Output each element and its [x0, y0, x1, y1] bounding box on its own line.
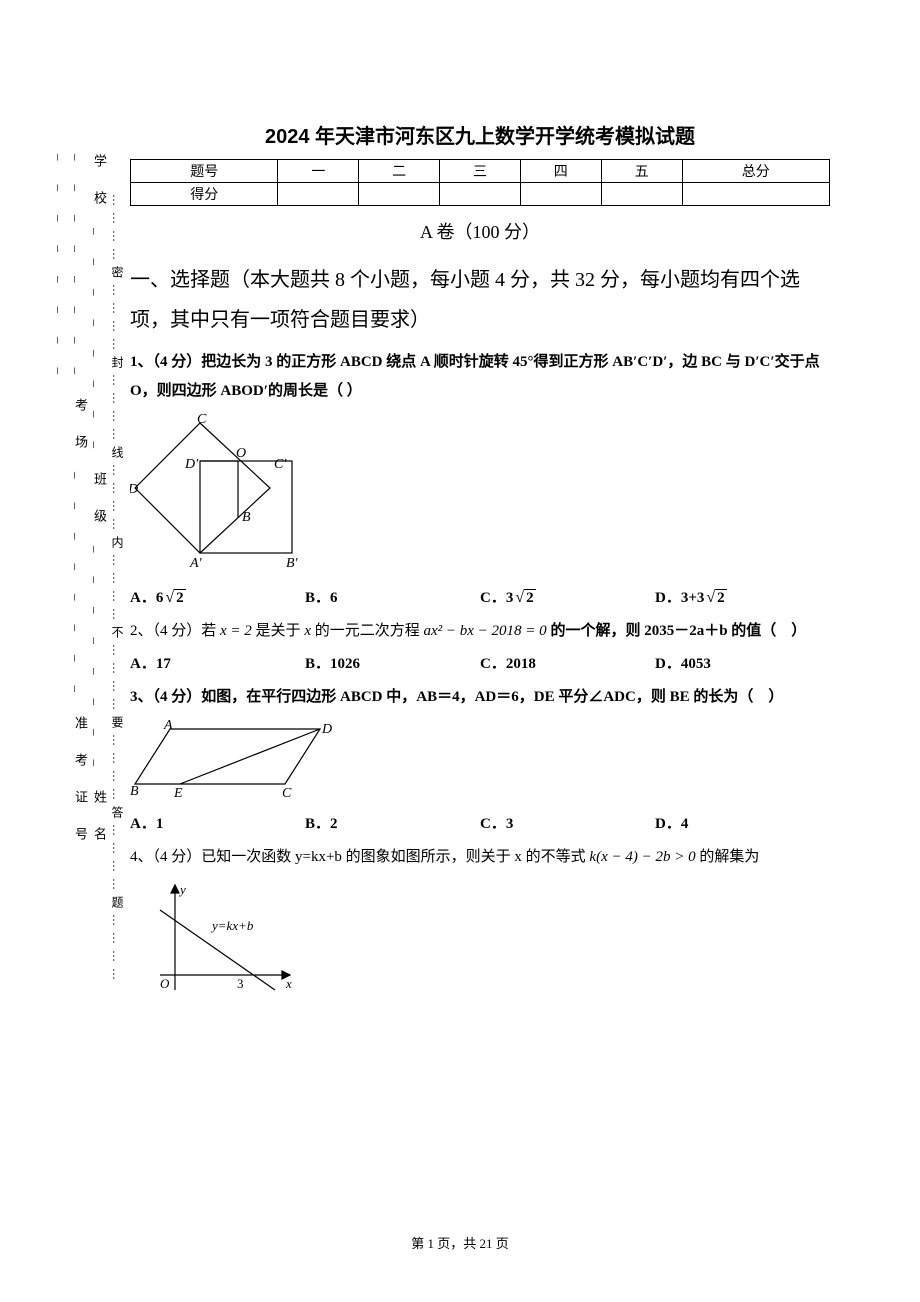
paper-section-label: A 卷（100 分） — [130, 218, 830, 244]
option-b: B．1026 — [305, 652, 480, 673]
score-blank-cell — [440, 183, 521, 206]
score-header-cell: 总分 — [682, 160, 829, 183]
score-row-label: 得分 — [131, 183, 278, 206]
question-4: 4、（4 分）已知一次函数 y=kx+b 的图象如图所示，则关于 x 的不等式 … — [130, 843, 830, 872]
fig-label: A — [163, 719, 173, 733]
fig-label: D — [321, 722, 332, 737]
score-header-cell: 三 — [440, 160, 521, 183]
option-c: C．32 — [480, 586, 655, 607]
fig-label: O — [236, 446, 246, 461]
fig-label: E — [173, 786, 183, 799]
question-1-figure: C D D′ O C′ B A′ B′ — [130, 413, 830, 578]
question-3-figure: A D B E C — [130, 719, 830, 804]
fig-label: x — [285, 976, 292, 991]
score-blank-cell — [520, 183, 601, 206]
option-d: D．4 — [655, 812, 830, 833]
exam-title: 2024 年天津市河东区九上数学开学统考模拟试题 — [130, 120, 830, 149]
score-blank-cell — [682, 183, 829, 206]
question-3: 3、（4 分）如图，在平行四边形 ABCD 中，AB＝4，AD＝6，DE 平分∠… — [130, 683, 830, 712]
sidebar-seal-line: …………密…………封…………线…………内…………不…………要…………答…………题… — [109, 150, 126, 990]
sidebar-student-fields: 学校________班级________姓名________考场________… — [55, 150, 109, 990]
option-a: A．17 — [130, 652, 305, 673]
score-blank-cell — [359, 183, 440, 206]
question-1-options: A．62 B．6 C．32 D．3+32 — [130, 586, 830, 607]
score-header-cell: 一 — [278, 160, 359, 183]
score-blank-cell — [601, 183, 682, 206]
option-d: D．3+32 — [655, 586, 830, 607]
fig-label: B′ — [286, 556, 299, 571]
question-1: 1、（4 分）把边长为 3 的正方形 ABCD 绕点 A 顺时针旋转 45°得到… — [130, 348, 830, 405]
score-table: 题号 一 二 三 四 五 总分 得分 — [130, 159, 830, 206]
option-c: C．3 — [480, 812, 655, 833]
score-header-cell: 四 — [520, 160, 601, 183]
fig-label: B — [130, 784, 139, 799]
page-footer: 第 1 页，共 21 页 — [0, 1233, 920, 1252]
question-2: 2、（4 分）若 x = 2 是关于 x 的一元二次方程 ax² − bx − … — [130, 617, 830, 646]
score-blank-cell — [278, 183, 359, 206]
fig-label: D — [130, 482, 138, 497]
section-1-heading: 一、选择题（本大题共 8 个小题，每小题 4 分，共 32 分，每小题均有四个选… — [130, 260, 830, 340]
fig-label: y — [178, 882, 186, 897]
fig-label: O — [160, 976, 170, 991]
question-4-figure: y x O 3 y=kx+b — [130, 880, 830, 1005]
score-value-row: 得分 — [131, 183, 830, 206]
fig-label: D′ — [184, 457, 199, 472]
option-b: B．6 — [305, 586, 480, 607]
fig-label: C — [197, 413, 207, 427]
option-c: C．2018 — [480, 652, 655, 673]
fig-label: C — [282, 786, 292, 799]
fig-label: A′ — [189, 556, 203, 571]
binding-sidebar: 学校________班级________姓名________考场________… — [55, 150, 115, 990]
fig-label: C′ — [274, 457, 287, 472]
option-b: B．2 — [305, 812, 480, 833]
option-a: A．62 — [130, 586, 305, 607]
score-header-cell: 二 — [359, 160, 440, 183]
fig-label: B — [242, 510, 251, 525]
option-a: A．1 — [130, 812, 305, 833]
score-header-cell: 题号 — [131, 160, 278, 183]
fig-label: y=kx+b — [210, 918, 254, 933]
exam-page: 学校________班级________姓名________考场________… — [0, 0, 920, 1302]
score-header-row: 题号 一 二 三 四 五 总分 — [131, 160, 830, 183]
fig-label: 3 — [237, 976, 244, 991]
question-2-options: A．17 B．1026 C．2018 D．4053 — [130, 652, 830, 673]
option-d: D．4053 — [655, 652, 830, 673]
score-header-cell: 五 — [601, 160, 682, 183]
question-3-options: A．1 B．2 C．3 D．4 — [130, 812, 830, 833]
